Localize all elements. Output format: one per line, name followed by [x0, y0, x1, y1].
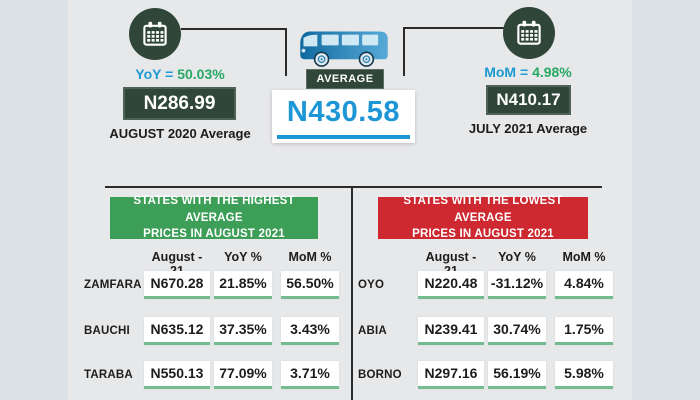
- calendar-icon: [143, 21, 167, 46]
- state-label: OYO: [358, 279, 385, 291]
- price-cell: N220.48: [418, 271, 484, 299]
- tables-divider: [351, 186, 353, 400]
- calendar-badge-left: [129, 8, 181, 60]
- column-header-yoy: YoY %: [498, 250, 536, 264]
- yoy-value: 50.03%: [177, 66, 225, 82]
- highest-table-header: STATES WITH THE HIGHEST AVERAGE PRICES I…: [110, 195, 318, 240]
- mom-label: MoM =: [484, 64, 529, 80]
- mom-value: 4.98%: [532, 64, 572, 80]
- average-amount: N430.58: [286, 96, 401, 128]
- mom-cell: 5.98%: [555, 361, 613, 389]
- table-row: ZAMFARA N670.28 21.85% 56.50%: [84, 271, 344, 299]
- tables-top-rule: [105, 186, 602, 188]
- average-label-box: AVERAGE: [306, 69, 384, 89]
- connector-right-vertical: [403, 27, 405, 76]
- july-2021-amount: N410.17: [496, 90, 561, 109]
- mom-cell: 3.43%: [281, 317, 339, 345]
- price-cell: N239.41: [418, 317, 484, 345]
- lowest-table-header: STATES WITH THE LOWEST AVERAGE PRICES IN…: [378, 195, 588, 240]
- connector-right-horizontal: [403, 27, 504, 29]
- table-row: BAUCHI N635.12 37.35% 3.43%: [84, 317, 344, 345]
- state-label: BAUCHI: [84, 325, 130, 337]
- yoy-cell: 21.85%: [214, 271, 272, 299]
- calendar-badge-right: [503, 7, 555, 59]
- price-cell: N550.13: [144, 361, 210, 389]
- mom-cell: 3.71%: [281, 361, 339, 389]
- yoy-cell: -31.12%: [488, 271, 546, 299]
- state-label: ABIA: [358, 325, 387, 337]
- state-label: TARABA: [84, 369, 133, 381]
- lowest-table: August - 21 YoY % MoM % OYO N220.48 -31.…: [358, 246, 618, 396]
- yoy-label: YoY =: [135, 66, 174, 82]
- lowest-title-line2: PRICES IN AUGUST 2021: [412, 228, 554, 241]
- mom-cell: 1.75%: [555, 317, 613, 345]
- august-2020-amount: N286.99: [143, 93, 216, 114]
- yoy-cell: 37.35%: [214, 317, 272, 345]
- state-label: BORNO: [358, 369, 402, 381]
- july-2021-caption: JULY 2021 Average: [468, 121, 588, 136]
- lowest-title-line1: STATES WITH THE LOWEST AVERAGE: [403, 195, 563, 224]
- august-2020-caption: AUGUST 2020 Average: [109, 126, 251, 141]
- table-row: BORNO N297.16 56.19% 5.98%: [358, 361, 618, 389]
- connector-left-horizontal: [181, 28, 287, 30]
- average-underline: [277, 135, 410, 139]
- mom-cell: 56.50%: [281, 271, 339, 299]
- mom-cell: 4.84%: [555, 271, 613, 299]
- connector-left-vertical: [285, 28, 287, 76]
- table-row: TARABA N550.13 77.09% 3.71%: [84, 361, 344, 389]
- calendar-icon: [517, 20, 541, 45]
- price-cell: N297.16: [418, 361, 484, 389]
- mom-stat-line: MoM = 4.98%: [458, 64, 598, 80]
- yoy-cell: 30.74%: [488, 317, 546, 345]
- price-cell: N635.12: [144, 317, 210, 345]
- august-2020-amount-box: N286.99: [123, 87, 236, 120]
- column-header-mom: MoM %: [288, 250, 332, 264]
- average-label: AVERAGE: [316, 73, 374, 85]
- column-header-yoy: YoY %: [224, 250, 262, 264]
- july-2021-amount-box: N410.17: [486, 85, 571, 115]
- column-header-mom: MoM %: [562, 250, 606, 264]
- highest-title-line2: PRICES IN AUGUST 2021: [143, 228, 285, 241]
- highest-title-line1: STATES WITH THE HIGHEST AVERAGE: [133, 195, 295, 224]
- price-cell: N670.28: [144, 271, 210, 299]
- yoy-cell: 56.19%: [488, 361, 546, 389]
- table-row: ABIA N239.41 30.74% 1.75%: [358, 317, 618, 345]
- state-label: ZAMFARA: [84, 279, 142, 291]
- average-amount-card: N430.58: [272, 90, 415, 143]
- highest-table: August - 21 YoY % MoM % ZAMFARA N670.28 …: [84, 246, 344, 396]
- table-row: OYO N220.48 -31.12% 4.84%: [358, 271, 618, 299]
- bus-icon: [300, 31, 388, 67]
- yoy-cell: 77.09%: [214, 361, 272, 389]
- yoy-stat-line: YoY = 50.03%: [110, 66, 250, 82]
